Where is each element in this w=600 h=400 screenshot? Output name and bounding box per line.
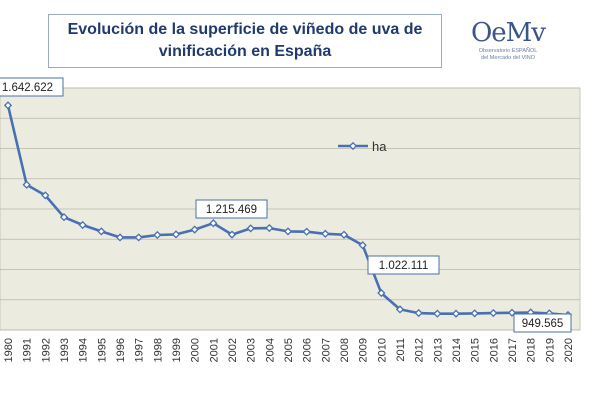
data-point bbox=[302, 227, 311, 236]
data-point bbox=[171, 230, 181, 239]
x-tick-label: 2012 bbox=[414, 338, 426, 362]
x-tick-label: 2008 bbox=[339, 338, 351, 362]
data-point bbox=[209, 219, 218, 228]
x-tick-label: 1997 bbox=[134, 338, 146, 362]
data-label-box bbox=[513, 313, 572, 333]
data-point bbox=[115, 233, 125, 242]
x-tick-label: 2016 bbox=[488, 338, 500, 362]
data-point bbox=[22, 180, 31, 189]
data-label: 1.642.622 bbox=[2, 82, 53, 94]
data-point bbox=[414, 308, 423, 318]
x-tick-label: 1995 bbox=[96, 338, 108, 362]
data-point bbox=[433, 309, 442, 318]
x-tick-label: 2015 bbox=[470, 338, 482, 362]
data-point bbox=[246, 224, 255, 233]
x-tick-label: 1980 bbox=[3, 338, 15, 362]
x-tick-label: 1991 bbox=[22, 338, 34, 362]
legend-marker bbox=[348, 141, 358, 151]
data-point bbox=[377, 288, 386, 298]
data-point bbox=[339, 230, 349, 239]
x-tick-label: 1996 bbox=[115, 338, 127, 362]
data-point bbox=[41, 191, 50, 200]
x-tick-label: 2014 bbox=[451, 338, 463, 362]
x-tick-label: 1992 bbox=[40, 338, 52, 362]
x-tick-label: 2017 bbox=[507, 338, 519, 362]
data-point bbox=[283, 227, 293, 236]
legend-label: ha bbox=[372, 139, 387, 154]
logo-mark: OeMv bbox=[470, 18, 546, 48]
data-point bbox=[489, 308, 498, 318]
data-point bbox=[451, 309, 461, 318]
data-label: 1.215.469 bbox=[206, 204, 257, 216]
x-tick-label: 2001 bbox=[208, 338, 220, 362]
data-point bbox=[153, 230, 162, 240]
x-tick-label: 2002 bbox=[227, 338, 239, 362]
x-tick-label: 2006 bbox=[302, 338, 314, 362]
chart-title: Evolución de la superficie de viñedo de … bbox=[67, 21, 423, 60]
x-tick-label: 2011 bbox=[395, 338, 407, 362]
data-point bbox=[97, 227, 106, 236]
data-point bbox=[470, 309, 479, 318]
x-tick-label: 2018 bbox=[526, 338, 538, 362]
x-tick-label: 2003 bbox=[246, 338, 258, 362]
data-point bbox=[395, 305, 405, 314]
data-point bbox=[358, 241, 367, 250]
data-point bbox=[59, 213, 69, 222]
data-point bbox=[227, 230, 237, 239]
x-tick-label: 2020 bbox=[563, 338, 575, 362]
x-tick-label: 2007 bbox=[320, 338, 332, 362]
data-point bbox=[321, 229, 330, 238]
data-label-box bbox=[0, 77, 64, 97]
logo-subtitle: Observatorio ESPAÑOL del Mercado del VIN… bbox=[478, 48, 538, 61]
x-tick-label: 1999 bbox=[171, 338, 183, 362]
x-tick-label: 2000 bbox=[190, 338, 202, 362]
data-label-box bbox=[195, 199, 268, 219]
oemv-logo: OeMv Observatorio ESPAÑOL del Mercado de… bbox=[466, 18, 550, 76]
x-tick-label: 2019 bbox=[544, 338, 556, 362]
x-tick-label: 1993 bbox=[59, 338, 71, 362]
x-tick-label: 1994 bbox=[78, 338, 90, 362]
x-tick-label: 2005 bbox=[283, 338, 295, 362]
data-point bbox=[190, 225, 199, 234]
x-tick-label: 1998 bbox=[152, 338, 164, 362]
data-point bbox=[134, 233, 143, 242]
x-tick-label: 2004 bbox=[264, 338, 276, 362]
x-tick-label: 2010 bbox=[376, 338, 388, 362]
data-label: 949.565 bbox=[522, 318, 564, 330]
data-point bbox=[78, 220, 87, 230]
chart-title-box: Evolución de la superficie de viñedo de … bbox=[48, 14, 442, 68]
data-point bbox=[265, 223, 274, 233]
data-label-box bbox=[367, 255, 440, 275]
x-tick-label: 2009 bbox=[358, 338, 370, 362]
data-point bbox=[3, 101, 13, 110]
data-label: 1.022.111 bbox=[379, 260, 428, 272]
x-tick-label: 2013 bbox=[432, 338, 444, 362]
